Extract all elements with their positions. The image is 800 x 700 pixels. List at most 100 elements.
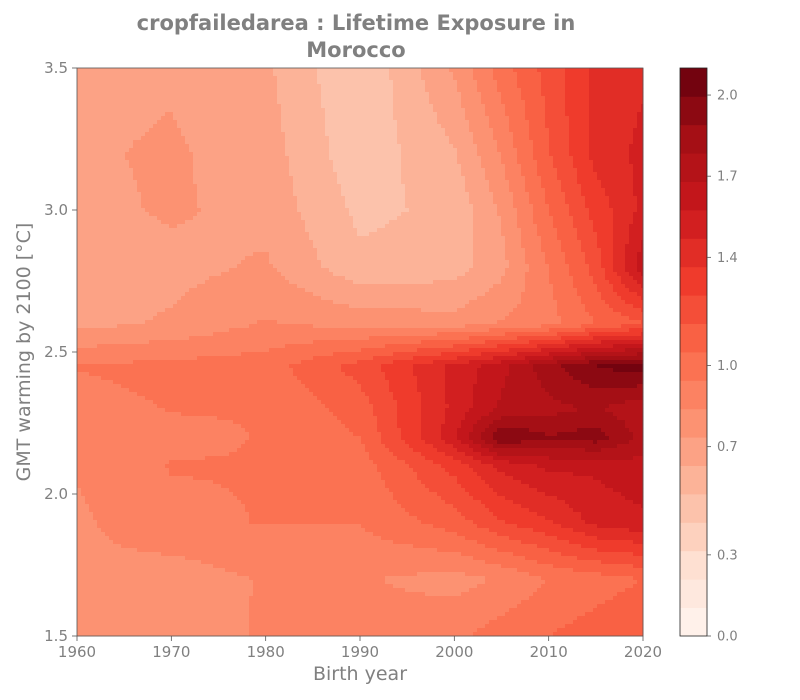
heatmap-cell	[577, 84, 582, 89]
heatmap-cell	[329, 136, 334, 141]
heatmap-cell	[93, 92, 98, 97]
heatmap-cell	[313, 200, 318, 205]
heatmap-cell	[385, 96, 390, 101]
heatmap-cell	[349, 156, 354, 161]
heatmap-cell	[293, 104, 298, 109]
heatmap-cell	[517, 136, 522, 141]
heatmap-cell	[541, 124, 546, 129]
heatmap-cell	[609, 84, 614, 89]
heatmap-cell	[113, 128, 118, 133]
heatmap-cell	[265, 168, 270, 173]
heatmap-cell	[77, 204, 82, 209]
heatmap-cell	[621, 100, 626, 105]
heatmap-cell	[241, 200, 246, 205]
heatmap-cell	[101, 68, 106, 73]
heatmap-cell	[509, 132, 514, 137]
heatmap-cell	[353, 152, 358, 157]
heatmap-cell	[465, 72, 470, 77]
heatmap-cell	[373, 144, 378, 149]
heatmap-cell	[505, 152, 510, 157]
heatmap-cell	[545, 144, 550, 149]
heatmap-cell	[493, 96, 498, 101]
heatmap-cell	[533, 184, 538, 189]
heatmap-cell	[101, 136, 106, 141]
heatmap-cell	[89, 200, 94, 205]
heatmap-cell	[325, 76, 330, 81]
heatmap-cell	[129, 156, 134, 161]
heatmap-cell	[285, 108, 290, 113]
heatmap-cell	[453, 156, 458, 161]
heatmap-cell	[313, 88, 318, 93]
heatmap-cell	[421, 168, 426, 173]
heatmap-cell	[361, 76, 366, 81]
heatmap-cell	[525, 156, 530, 161]
heatmap-cell	[557, 168, 562, 173]
heatmap-cell	[397, 116, 402, 121]
heatmap-cell	[409, 156, 414, 161]
heatmap-cell	[433, 88, 438, 93]
heatmap-cell	[137, 172, 142, 177]
heatmap-cell	[553, 144, 558, 149]
heatmap-cell	[197, 164, 202, 169]
heatmap-cell	[557, 72, 562, 77]
heatmap-cell	[593, 132, 598, 137]
heatmap-cell	[105, 104, 110, 109]
heatmap-cell	[613, 88, 618, 93]
heatmap-cell	[621, 184, 626, 189]
heatmap-cell	[237, 84, 242, 89]
heatmap-cell	[273, 184, 278, 189]
heatmap-cell	[453, 124, 458, 129]
heatmap-cell	[301, 104, 306, 109]
heatmap-cell	[549, 176, 554, 181]
heatmap-cell	[469, 204, 474, 209]
heatmap-cell	[81, 108, 86, 113]
heatmap-cell	[145, 148, 150, 153]
heatmap-cell	[629, 104, 634, 109]
heatmap-cell	[369, 108, 374, 113]
heatmap-cell	[425, 100, 430, 105]
heatmap-cell	[341, 96, 346, 101]
heatmap-cell	[269, 76, 274, 81]
heatmap-cell	[149, 80, 154, 85]
heatmap-cell	[229, 120, 234, 125]
heatmap-cell	[493, 144, 498, 149]
heatmap-cell	[269, 180, 274, 185]
heatmap-cell	[641, 160, 644, 165]
heatmap-cell	[641, 120, 644, 125]
heatmap-cell	[237, 100, 242, 105]
heatmap-cell	[625, 88, 630, 93]
heatmap-cell	[393, 192, 398, 197]
heatmap-cell	[269, 88, 274, 93]
heatmap-cell	[537, 192, 542, 197]
heatmap-cell	[357, 124, 362, 129]
heatmap-cell	[445, 188, 450, 193]
heatmap-cell	[517, 148, 522, 153]
heatmap-cell	[505, 156, 510, 161]
heatmap-cell	[525, 164, 530, 169]
heatmap-cell	[409, 180, 414, 185]
heatmap-cell	[609, 104, 614, 109]
heatmap-cell	[469, 80, 474, 85]
heatmap-cell	[497, 108, 502, 113]
heatmap-cell	[257, 108, 262, 113]
heatmap-cell	[421, 68, 426, 73]
heatmap-cell	[537, 148, 542, 153]
heatmap-cell	[549, 84, 554, 89]
heatmap-cell	[197, 152, 202, 157]
heatmap-cell	[261, 116, 266, 121]
heatmap-cell	[81, 88, 86, 93]
heatmap-cell	[601, 152, 606, 157]
heatmap-cell	[297, 92, 302, 97]
heatmap-cell	[445, 128, 450, 133]
heatmap-cell	[333, 152, 338, 157]
heatmap-cell	[289, 188, 294, 193]
heatmap-cell	[353, 92, 358, 97]
heatmap-cell	[253, 144, 258, 149]
heatmap-cell	[109, 124, 114, 129]
heatmap-cell	[625, 164, 630, 169]
heatmap-cell	[205, 112, 210, 117]
heatmap-cell	[249, 72, 254, 77]
heatmap-cell	[285, 200, 290, 205]
heatmap-cell	[165, 192, 170, 197]
heatmap-cell	[305, 124, 310, 129]
